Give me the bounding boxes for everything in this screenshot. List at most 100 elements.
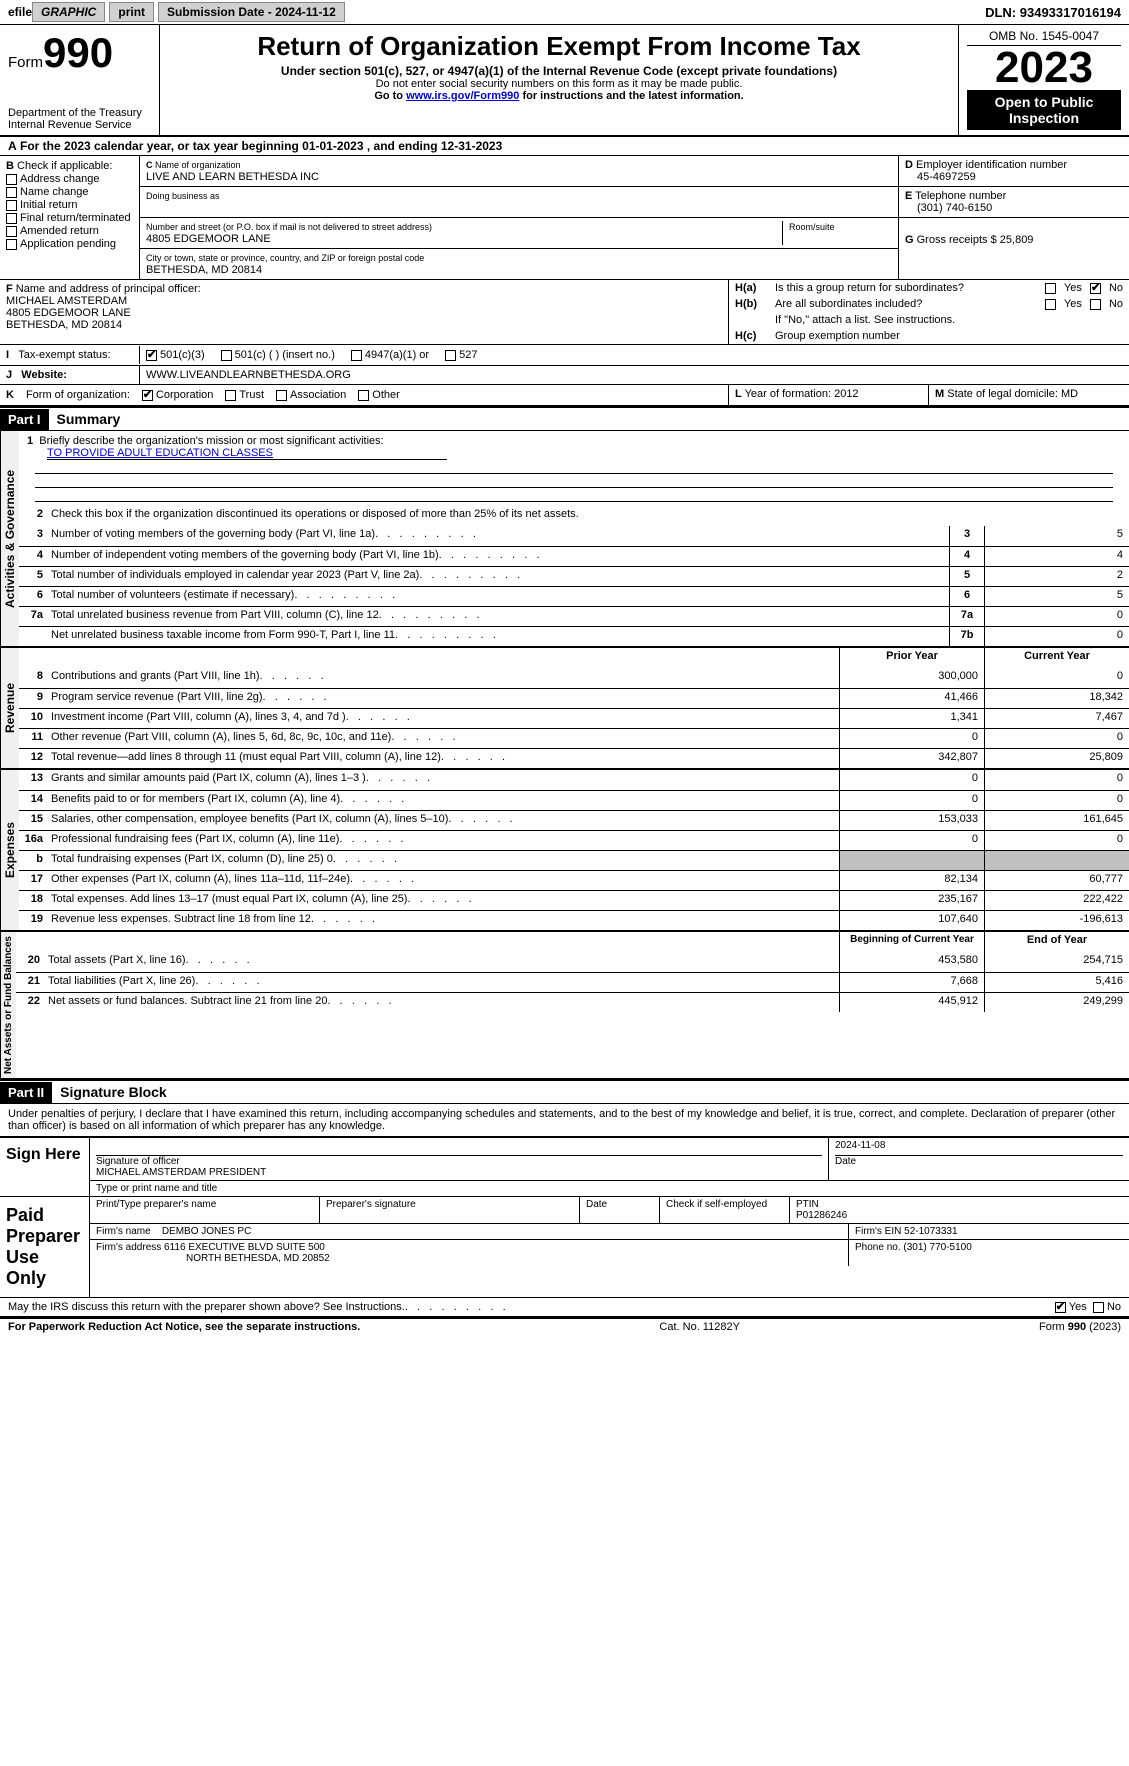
officer-signature: MICHAEL AMSTERDAM PRESIDENT [96, 1167, 266, 1178]
state-domicile: MD [1061, 388, 1078, 400]
part1-header: Part I Summary [0, 407, 1129, 431]
sign-here-block: Sign Here Signature of officer MICHAEL A… [0, 1137, 1129, 1196]
perjury-declaration: Under penalties of perjury, I declare th… [0, 1104, 1129, 1137]
sign-date: 2024-11-08 [835, 1140, 1123, 1156]
form-title: Return of Organization Exempt From Incom… [168, 31, 950, 62]
row-klm: K Form of organization: Corporation Trus… [0, 385, 1129, 407]
table-row: 4Number of independent voting members of… [19, 546, 1129, 566]
irs-link[interactable]: www.irs.gov/Form990 [406, 90, 519, 102]
firm-phone: (301) 770-5100 [903, 1242, 971, 1253]
firm-name: DEMBO JONES PC [162, 1226, 251, 1237]
discuss-no[interactable] [1093, 1302, 1104, 1313]
check-name-change[interactable]: Name change [6, 186, 133, 198]
city-state-zip: BETHESDA, MD 20814 [146, 264, 262, 276]
row-i: I Tax-exempt status: 501(c)(3) 501(c) ( … [0, 345, 1129, 366]
box-h: H(a) Is this a group return for subordin… [729, 280, 1129, 344]
vert-revenue: Revenue [0, 648, 19, 768]
table-row: 16aProfessional fundraising fees (Part I… [19, 830, 1129, 850]
ha-no[interactable] [1090, 283, 1101, 294]
hb-yes[interactable] [1045, 299, 1056, 310]
check-501c[interactable]: 501(c) ( ) (insert no.) [221, 349, 335, 361]
section-net-assets: Net Assets or Fund Balances Beginning of… [0, 932, 1129, 1080]
vert-net: Net Assets or Fund Balances [0, 932, 16, 1078]
check-other[interactable]: Other [358, 389, 400, 401]
firm-addr1: 6116 EXECUTIVE BLVD SUITE 500 [164, 1242, 325, 1253]
table-row: 9Program service revenue (Part VIII, lin… [19, 688, 1129, 708]
vert-governance: Activities & Governance [0, 431, 19, 646]
entity-block: B Check if applicable: Address change Na… [0, 156, 1129, 280]
officer-addr1: 4805 EDGEMOOR LANE [6, 307, 131, 319]
section-expenses: Expenses 13Grants and similar amounts pa… [0, 770, 1129, 932]
check-501c3[interactable]: 501(c)(3) [146, 349, 205, 361]
form-subtitle: Under section 501(c), 527, or 4947(a)(1)… [168, 64, 950, 78]
efile-label: efile [8, 5, 32, 19]
phone: (301) 740-6150 [905, 202, 992, 214]
box-deg: D Employer identification number 45-4697… [899, 156, 1129, 279]
box-b: B Check if applicable: Address change Na… [0, 156, 140, 279]
street-address: 4805 EDGEMOOR LANE [146, 233, 271, 245]
table-row: 17Other expenses (Part IX, column (A), l… [19, 870, 1129, 890]
line-a-tax-year: A For the 2023 calendar year, or tax yea… [0, 137, 1129, 156]
instructions-note: Go to www.irs.gov/Form990 for instructio… [168, 90, 950, 102]
year-formation: 2012 [834, 388, 858, 400]
submission-date: Submission Date - 2024-11-12 [158, 2, 345, 22]
check-amended[interactable]: Amended return [6, 225, 133, 237]
department: Department of the Treasury Internal Reve… [8, 107, 151, 131]
box-f: F Name and address of principal officer:… [0, 280, 729, 344]
table-row: Net unrelated business taxable income fr… [19, 626, 1129, 646]
table-row: 11Other revenue (Part VIII, column (A), … [19, 728, 1129, 748]
table-row: bTotal fundraising expenses (Part IX, co… [19, 850, 1129, 870]
check-app-pending[interactable]: Application pending [6, 238, 133, 250]
row-f-h: F Name and address of principal officer:… [0, 280, 1129, 345]
table-row: 22Net assets or fund balances. Subtract … [16, 992, 1129, 1012]
table-row: 10Investment income (Part VIII, column (… [19, 708, 1129, 728]
check-final-return[interactable]: Final return/terminated [6, 212, 133, 224]
firm-ein: 52-1073331 [904, 1226, 957, 1237]
table-row: 19Revenue less expenses. Subtract line 1… [19, 910, 1129, 930]
firm-addr2: NORTH BETHESDA, MD 20852 [96, 1253, 330, 1264]
box-c: C Name of organization LIVE AND LEARN BE… [140, 156, 899, 279]
tax-year: 2023 [967, 46, 1121, 90]
part2-header: Part II Signature Block [0, 1080, 1129, 1104]
paid-preparer-block: Paid Preparer Use Only Print/Type prepar… [0, 1196, 1129, 1298]
top-bar: efile GRAPHIC print Submission Date - 20… [0, 0, 1129, 25]
website: WWW.LIVEANDLEARNBETHESDA.ORG [146, 369, 351, 381]
discuss-row: May the IRS discuss this return with the… [0, 1298, 1129, 1318]
graphic-button[interactable]: GRAPHIC [32, 2, 105, 22]
table-row: 13Grants and similar amounts paid (Part … [19, 770, 1129, 790]
table-row: 8Contributions and grants (Part VIII, li… [19, 668, 1129, 688]
section-revenue: Revenue Prior Year Current Year 8Contrib… [0, 648, 1129, 770]
table-row: 20Total assets (Part X, line 16)453,5802… [16, 952, 1129, 972]
discuss-yes[interactable] [1055, 1302, 1066, 1313]
officer-addr2: BETHESDA, MD 20814 [6, 319, 122, 331]
ha-yes[interactable] [1045, 283, 1056, 294]
ssn-note: Do not enter social security numbers on … [168, 78, 950, 90]
table-row: 14Benefits paid to or for members (Part … [19, 790, 1129, 810]
check-assoc[interactable]: Association [276, 389, 346, 401]
check-initial-return[interactable]: Initial return [6, 199, 133, 211]
section-governance: Activities & Governance 1 Briefly descri… [0, 431, 1129, 648]
officer-name: MICHAEL AMSTERDAM [6, 295, 127, 307]
print-button[interactable]: print [109, 2, 154, 22]
table-row: 18Total expenses. Add lines 13–17 (must … [19, 890, 1129, 910]
hb-no[interactable] [1090, 299, 1101, 310]
check-address-change[interactable]: Address change [6, 173, 133, 185]
table-row: 3Number of voting members of the governi… [19, 526, 1129, 546]
vert-expenses: Expenses [0, 770, 19, 930]
ein: 45-4697259 [905, 171, 976, 183]
ptin: P01286246 [796, 1210, 847, 1221]
check-527[interactable]: 527 [445, 349, 477, 361]
check-trust[interactable]: Trust [225, 389, 264, 401]
table-row: 5Total number of individuals employed in… [19, 566, 1129, 586]
row-j: J Website: WWW.LIVEANDLEARNBETHESDA.ORG [0, 366, 1129, 385]
table-row: 15Salaries, other compensation, employee… [19, 810, 1129, 830]
check-4947[interactable]: 4947(a)(1) or [351, 349, 429, 361]
table-row: 12Total revenue—add lines 8 through 11 (… [19, 748, 1129, 768]
org-name: LIVE AND LEARN BETHESDA INC [146, 171, 319, 183]
check-corp[interactable]: Corporation [142, 389, 213, 401]
form-number: Form990 [8, 29, 151, 77]
open-public-badge: Open to Public Inspection [967, 90, 1121, 130]
form-header: Form990 Department of the Treasury Inter… [0, 25, 1129, 137]
table-row: 6Total number of volunteers (estimate if… [19, 586, 1129, 606]
table-row: 7aTotal unrelated business revenue from … [19, 606, 1129, 626]
